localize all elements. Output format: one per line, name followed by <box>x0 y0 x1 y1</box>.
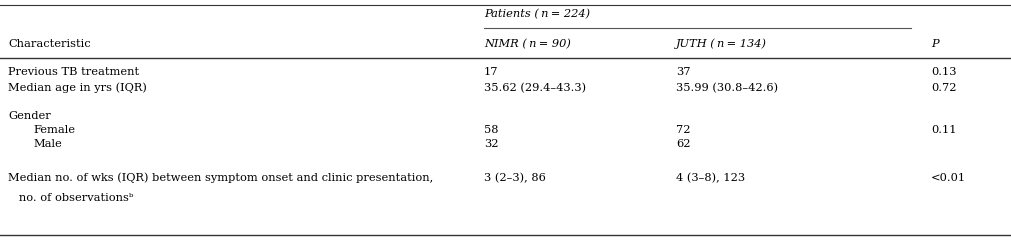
Text: Patients ( n = 224): Patients ( n = 224) <box>483 9 589 19</box>
Text: 0.72: 0.72 <box>930 83 955 93</box>
Text: 0.13: 0.13 <box>930 67 955 77</box>
Text: no. of observationsᵇ: no. of observationsᵇ <box>8 193 133 203</box>
Text: NIMR ( n = 90): NIMR ( n = 90) <box>483 39 570 49</box>
Text: 3 (2–3), 86: 3 (2–3), 86 <box>483 173 545 183</box>
Text: Median age in yrs (IQR): Median age in yrs (IQR) <box>8 83 147 93</box>
Text: <0.01: <0.01 <box>930 173 966 183</box>
Text: Characteristic: Characteristic <box>8 39 91 49</box>
Text: Male: Male <box>33 139 62 149</box>
Text: 17: 17 <box>483 67 497 77</box>
Text: 32: 32 <box>483 139 497 149</box>
Text: Female: Female <box>33 125 76 135</box>
Text: JUTH ( n = 134): JUTH ( n = 134) <box>675 39 766 49</box>
Text: 62: 62 <box>675 139 690 149</box>
Text: 4 (3–8), 123: 4 (3–8), 123 <box>675 173 744 183</box>
Text: 37: 37 <box>675 67 690 77</box>
Text: 35.99 (30.8–42.6): 35.99 (30.8–42.6) <box>675 83 777 93</box>
Text: 58: 58 <box>483 125 497 135</box>
Text: P: P <box>930 39 938 49</box>
Text: 35.62 (29.4–43.3): 35.62 (29.4–43.3) <box>483 83 585 93</box>
Text: 0.11: 0.11 <box>930 125 955 135</box>
Text: 72: 72 <box>675 125 690 135</box>
Text: Previous TB treatment: Previous TB treatment <box>8 67 140 77</box>
Text: Gender: Gender <box>8 111 51 121</box>
Text: Median no. of wks (IQR) between symptom onset and clinic presentation,: Median no. of wks (IQR) between symptom … <box>8 173 433 183</box>
